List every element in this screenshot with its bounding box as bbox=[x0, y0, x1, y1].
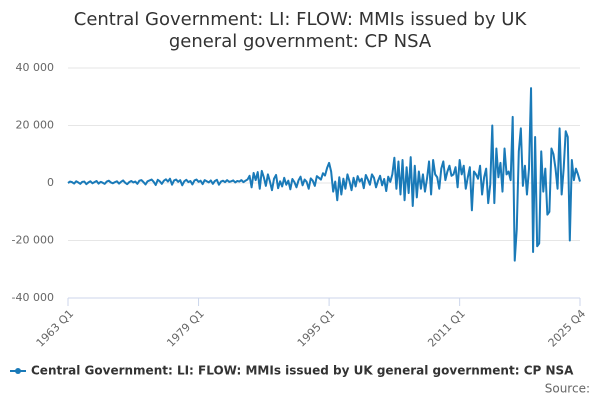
legend-marker bbox=[15, 368, 21, 374]
y-tick-label: 0 bbox=[47, 176, 54, 189]
y-tick-label: -20 000 bbox=[12, 234, 54, 247]
y-tick-label: 40 000 bbox=[16, 61, 55, 74]
x-tick-label: 2025 Q4 bbox=[546, 307, 589, 350]
x-tick-label: 1995 Q1 bbox=[295, 307, 338, 350]
line-series bbox=[67, 87, 581, 262]
chart-title: Central Government: LI: FLOW: MMIs issue… bbox=[74, 9, 528, 52]
x-tick-label: 1963 Q1 bbox=[34, 307, 77, 350]
source-label: Source: bbox=[545, 382, 590, 396]
y-tick-label: 20 000 bbox=[16, 119, 55, 132]
x-tick-label: 2011 Q1 bbox=[425, 307, 468, 350]
legend-label: Central Government: LI: FLOW: MMIs issue… bbox=[31, 364, 574, 378]
x-tick-label: 1979 Q1 bbox=[164, 307, 207, 350]
y-tick-label: -40 000 bbox=[12, 291, 54, 304]
